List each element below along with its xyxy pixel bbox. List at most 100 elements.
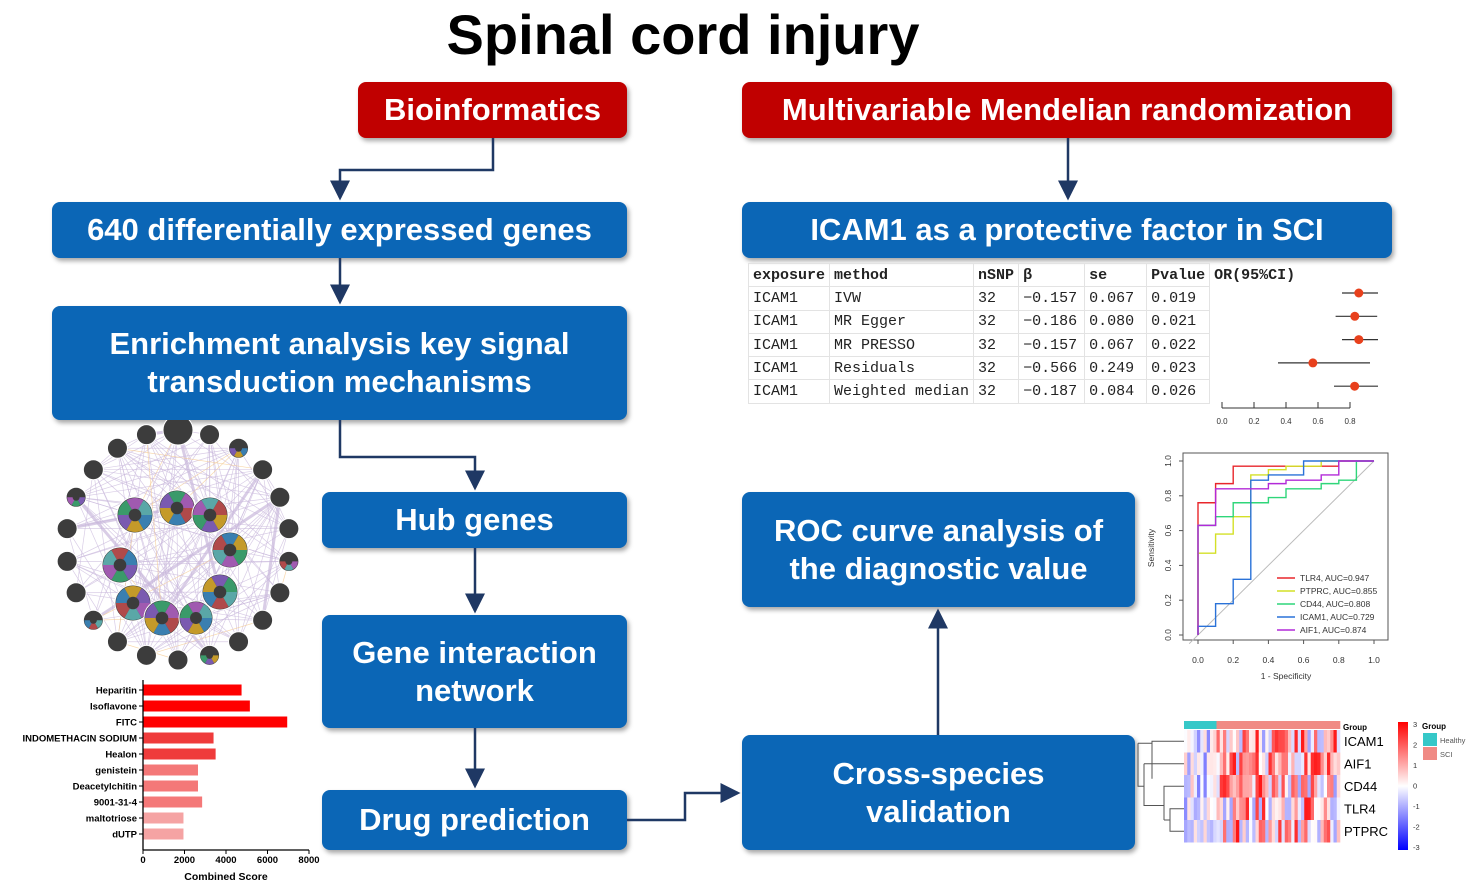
or-point (1354, 335, 1364, 345)
roc-box: ROC curve analysis of the diagnostic val… (742, 492, 1135, 607)
heatmap-cell (1275, 820, 1279, 843)
heatmap-cell (1232, 730, 1237, 753)
heatmap-cell (1249, 730, 1253, 753)
heatmap-cell (1297, 730, 1302, 753)
gene-node (135, 424, 157, 446)
legend-label: SCI (1440, 750, 1453, 759)
gene-node (135, 644, 157, 666)
heatmap-cell (1291, 797, 1295, 820)
node-segment (201, 515, 219, 532)
plot-frame (1182, 452, 1389, 641)
heatmap-cell (1200, 752, 1204, 775)
node-segment (126, 515, 144, 532)
heatmap-cell (1320, 730, 1325, 753)
group-cell (1258, 721, 1263, 729)
heatmap-cell (1245, 775, 1250, 798)
bar (143, 700, 250, 712)
heatmap-cell (1236, 775, 1240, 798)
heatmap-cell (1275, 797, 1279, 820)
node-center (155, 611, 169, 625)
cell-nsnp: 32 (973, 356, 1020, 381)
group-cell (1281, 721, 1286, 729)
table-row: ICAM1 Weighted median 32 −0.187 0.084 0.026 (747, 379, 1380, 404)
cell-exposure: ICAM1 (747, 332, 831, 358)
heatmap-cell (1336, 820, 1341, 843)
heatmap-cell (1245, 820, 1250, 843)
gene-node (167, 649, 189, 671)
heatmap-cell (1288, 730, 1292, 753)
roc-curve (1197, 460, 1374, 635)
heatmap-cell (1223, 797, 1227, 820)
table-row: ICAM1 MR PRESSO 32 −0.157 0.067 0.022 (747, 332, 1380, 358)
arrow-drug-to-cross (627, 783, 741, 822)
node-segment (124, 586, 142, 603)
heatmap-cell (1284, 797, 1289, 820)
heatmap-cell (1304, 752, 1308, 775)
node-segment (168, 508, 186, 525)
heatmap-cell (1281, 730, 1286, 753)
heatmap-cell (1294, 752, 1299, 775)
heatmap-cell (1229, 752, 1234, 775)
cell-se: 0.084 (1084, 379, 1148, 404)
heatmap-cell (1197, 730, 1201, 753)
cross-species-box: Cross-species validation (742, 735, 1135, 850)
heatmap-cell (1291, 730, 1295, 753)
node-center (72, 493, 80, 501)
heatmap-cell (1258, 752, 1263, 775)
node-center (170, 501, 184, 515)
heatmap-cell (1262, 797, 1266, 820)
table-row: ICAM1 Residuals 32 −0.566 0.249 0.023 (747, 356, 1380, 381)
col-header: β (1018, 262, 1086, 288)
heatmap-cell (1197, 797, 1201, 820)
cell-beta: −0.566 (1018, 356, 1086, 381)
heatmap-cell (1333, 775, 1338, 798)
heatmap-cell (1255, 775, 1260, 798)
network-edge (119, 564, 239, 643)
heatmap-cell (1255, 820, 1260, 843)
node-segment (234, 448, 244, 458)
heatmap-cell (1323, 820, 1328, 843)
node-segment (201, 498, 219, 515)
heatmap-cell (1278, 752, 1282, 775)
group-cell (1210, 721, 1214, 729)
node-segment (221, 550, 239, 567)
network-edge (117, 448, 163, 619)
bar (143, 732, 214, 744)
col-header: nSNP (973, 262, 1020, 288)
node-center (285, 557, 293, 565)
heatmap-cell (1294, 820, 1299, 843)
heatmap-cell (1314, 775, 1318, 798)
or-point (1350, 381, 1360, 391)
group-cell (1239, 721, 1243, 729)
heatmap-cell (1197, 752, 1201, 775)
heatmap-cell (1275, 730, 1279, 753)
group-cell (1242, 721, 1247, 729)
network-edge (238, 448, 290, 529)
heatmap-cell (1268, 820, 1273, 843)
gene-node (106, 437, 128, 459)
heatmap-cell (1288, 752, 1292, 775)
group-cell (1294, 721, 1299, 729)
group-cell (1330, 721, 1334, 729)
forest-plot: 0.0 0.2 0.4 0.6 0.8 (1216, 288, 1378, 426)
bar (143, 748, 216, 760)
heatmap-cell (1336, 797, 1341, 820)
mmr-box: Multivariable Mendelian randomization (742, 82, 1392, 138)
heatmap-cell (1281, 775, 1286, 798)
network-edge (262, 528, 290, 621)
y-tick-label: 0.0 (1163, 629, 1173, 641)
heatmap-cell (1323, 797, 1328, 820)
col-header: method (829, 262, 975, 288)
heatmap-cell (1288, 775, 1292, 798)
node-center (128, 508, 142, 522)
heatmap-cell (1219, 797, 1224, 820)
node-center (126, 596, 140, 610)
heatmap-cell (1317, 775, 1321, 798)
heatmap-cell (1268, 797, 1273, 820)
node-segment (111, 548, 129, 565)
heatmap-cell (1226, 797, 1230, 820)
bar-label: FITC (116, 718, 137, 729)
heatmap-cell (1284, 820, 1289, 843)
heatmap-cell (1252, 775, 1256, 798)
heatmap-cell (1193, 752, 1198, 775)
